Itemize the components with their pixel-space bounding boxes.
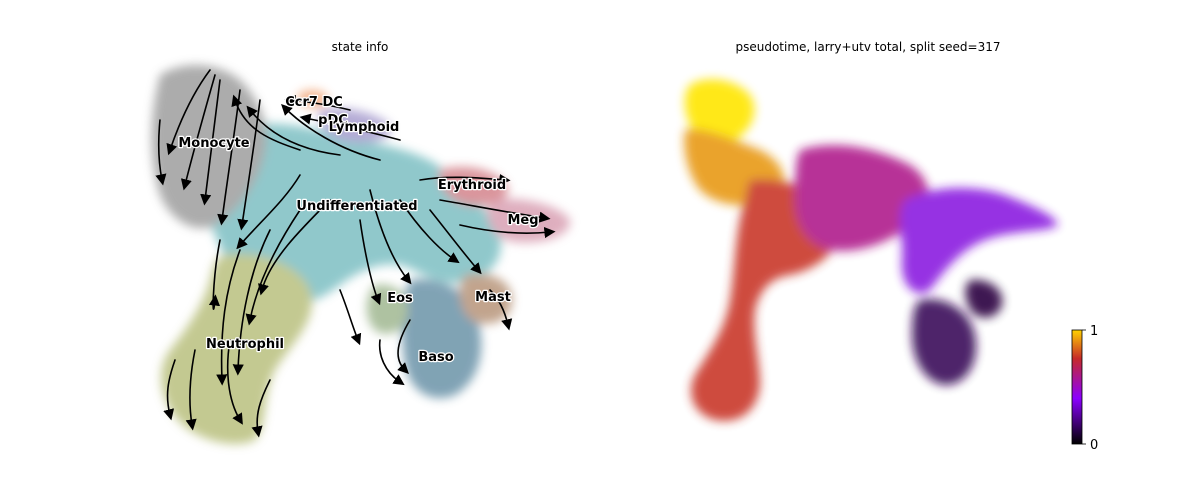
cluster-label-erythroid: Erythroid: [438, 178, 506, 193]
pseudotime-region: [900, 188, 1058, 294]
streamline: [251, 379, 271, 438]
streamline: [185, 349, 197, 431]
cluster-regions: [151, 65, 571, 444]
cluster-label-neutrophil: Neutrophil: [206, 337, 284, 352]
pseudotime-region: [795, 145, 929, 251]
velocity-streamlines: [155, 69, 556, 438]
streamline: [237, 99, 261, 231]
streamline: [429, 209, 482, 275]
streamline: [232, 229, 271, 376]
streamline: [459, 224, 556, 239]
cluster-labels: Monocyte Ccr7 DC pDC Lymphoid Erythroid …: [177, 94, 540, 367]
streamline: [439, 199, 551, 223]
cluster-region-mast: [459, 273, 512, 324]
streamline: [378, 339, 405, 386]
cluster-region-undifferentiated: [206, 123, 501, 305]
streamline: [339, 289, 362, 346]
pseudotime-region: [912, 299, 977, 385]
streamline: [200, 79, 221, 206]
streamline: [216, 249, 241, 386]
streamline: [166, 69, 211, 156]
streamline: [258, 199, 331, 296]
streamline: [489, 289, 513, 331]
right-panel-title: pseudotime, larry+utv total, split seed=…: [735, 40, 1000, 54]
streamline: [163, 359, 176, 421]
streamline: [208, 239, 221, 310]
cluster-label-meg: Meg: [507, 213, 538, 228]
pseudotime-regions: [684, 79, 1058, 421]
cluster-label-lymphoid: Lymphoid: [329, 120, 400, 135]
cluster-label-mast: Mast: [475, 290, 511, 305]
streamline: [399, 199, 460, 264]
streamline: [246, 105, 341, 156]
pseudotime-region: [691, 179, 841, 421]
colorbar-label-min: 0: [1090, 438, 1098, 453]
streamline: [281, 104, 381, 161]
cluster-label-baso: Baso: [418, 350, 453, 365]
left-panel-title: state info: [332, 40, 389, 54]
cluster-label-monocyte: Monocyte: [178, 136, 249, 151]
streamline: [419, 173, 511, 186]
streamline: [299, 113, 401, 141]
streamline: [231, 94, 301, 151]
cluster-label-eos: Eos: [387, 291, 413, 306]
streamline: [397, 319, 411, 374]
pseudotime-region: [684, 79, 755, 143]
streamline: [284, 94, 351, 111]
streamline: [359, 219, 382, 306]
cluster-label-pdc: pDC: [318, 113, 348, 128]
right-panel: pseudotime, larry+utv total, split seed=…: [684, 40, 1098, 453]
cluster-region-lymphoid: [319, 108, 391, 143]
streamline: [245, 209, 301, 326]
colorbar: 1 0: [1071, 324, 1098, 453]
colorbar-gradient: [1071, 329, 1083, 445]
streamline: [369, 189, 412, 285]
pseudotime-region: [965, 279, 1003, 318]
streamline: [155, 119, 167, 186]
streamline: [236, 174, 301, 250]
streamline: [226, 339, 243, 425]
cluster-region-baso: [401, 279, 482, 399]
cluster-label-undifferentiated: Undifferentiated: [296, 199, 417, 214]
cluster-region-neutrophil: [161, 254, 312, 444]
colorbar-label-max: 1: [1090, 324, 1098, 339]
left-panel: state info: [151, 40, 571, 444]
streamline: [180, 74, 216, 191]
cluster-label-ccr7-dc: Ccr7 DC: [285, 95, 343, 110]
